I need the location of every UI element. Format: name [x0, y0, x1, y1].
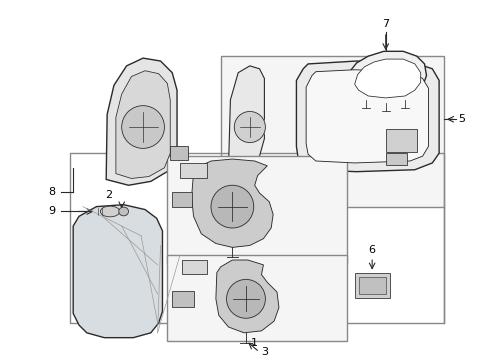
Bar [220, 56, 443, 207]
Ellipse shape [119, 207, 128, 216]
Bar [354, 273, 389, 298]
Polygon shape [354, 59, 420, 98]
Bar [385, 129, 416, 152]
Ellipse shape [100, 206, 120, 217]
Polygon shape [305, 70, 427, 163]
Bar [358, 276, 385, 294]
Bar [70, 153, 443, 323]
Text: 4: 4 [251, 277, 258, 287]
Text: 2: 2 [105, 190, 112, 200]
Bar [167, 255, 346, 341]
Text: 5: 5 [457, 114, 464, 124]
Text: 9: 9 [48, 207, 55, 216]
Circle shape [234, 112, 265, 143]
Polygon shape [191, 159, 273, 247]
Text: 3: 3 [261, 347, 267, 357]
Circle shape [226, 279, 265, 318]
Polygon shape [215, 260, 278, 333]
Bar [167, 156, 346, 263]
Circle shape [122, 106, 164, 148]
Bar [182, 260, 207, 274]
Polygon shape [344, 51, 426, 103]
Polygon shape [116, 71, 170, 179]
Text: 1: 1 [251, 338, 258, 347]
Bar [172, 291, 193, 307]
Polygon shape [106, 58, 177, 185]
Bar [172, 192, 191, 207]
Bar [180, 163, 207, 179]
Text: 8: 8 [48, 187, 55, 197]
Text: 7: 7 [382, 19, 388, 29]
Bar [170, 147, 187, 160]
Polygon shape [73, 205, 162, 338]
Polygon shape [228, 66, 264, 171]
Polygon shape [296, 61, 438, 172]
Circle shape [211, 185, 253, 228]
Bar [385, 153, 406, 165]
Text: 6: 6 [368, 245, 375, 255]
